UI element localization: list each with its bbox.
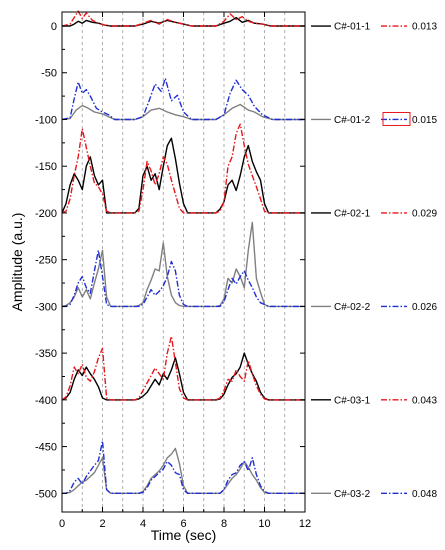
legend-label: C#-03-1 (334, 395, 371, 406)
legend-label: C#-03-2 (334, 489, 371, 500)
x-axis-title: Time (sec) (151, 527, 217, 543)
series-line-0-029 (61, 123, 305, 214)
legend-label: 0.048 (412, 489, 437, 500)
y-tick-label: -250 (35, 255, 57, 267)
x-tick-label: 12 (299, 518, 311, 530)
x-axis: 0 2 4 6 8 10 12 (59, 12, 311, 530)
legend-label: 0.013 (412, 22, 437, 33)
series-line-c-01-2 (61, 103, 305, 121)
y-tick-label: -350 (35, 348, 57, 360)
y-tick-label: -500 (35, 488, 57, 500)
series-line-c-03-2 (62, 447, 305, 494)
y-tick-label: -200 (35, 208, 57, 220)
y-axis-title: Amplitude (a.u.) (9, 213, 25, 312)
x-tick-label: 0 (59, 518, 65, 530)
x-tick-label: 8 (221, 518, 227, 530)
x-tick-label: 2 (99, 518, 105, 530)
x-tick-label: 6 (180, 518, 186, 530)
y-tick-label: -450 (35, 442, 57, 454)
y-tick-label: -50 (41, 68, 57, 80)
x-tick-label: 10 (258, 518, 270, 530)
legend-label: C#-01-2 (334, 115, 371, 126)
legend-label: 0.029 (412, 208, 437, 219)
legend-highlight-box (382, 111, 411, 126)
series-line-0-013 (61, 10, 305, 27)
legend-label: 0.015 (412, 115, 437, 126)
legend-label: C#-02-1 (334, 208, 371, 219)
legend: C#-01-1 0.013 C#-01-2 0.015 C#-02-1 0.029 C#-0… (311, 22, 437, 500)
y-tick-label: 0 (51, 21, 57, 33)
legend-label: C#-02-2 (334, 302, 371, 313)
plot-traces (61, 10, 305, 494)
legend-label: C#-01-1 (334, 22, 371, 33)
series-line-c-02-2 (61, 221, 305, 308)
y-axis: 0 -50 -100 -150 -200 -250 -300 -350 -400 -450 -500 (35, 21, 305, 500)
series-line-c-01-1 (62, 16, 305, 27)
y-tick-label: -150 (35, 161, 57, 173)
legend-label: 0.043 (412, 395, 437, 406)
vertical-guides (81, 12, 286, 512)
x-tick-label: 4 (140, 518, 146, 530)
series-line-0-015 (61, 77, 305, 121)
series-line-0-026 (62, 249, 305, 308)
series-line-0-043 (61, 335, 305, 401)
series-line-0-048 (62, 440, 305, 494)
y-tick-label: -300 (35, 301, 57, 313)
legend-label: 0.026 (412, 302, 437, 313)
y-tick-label: -100 (35, 114, 57, 126)
series-line-c-02-1 (61, 137, 305, 214)
y-tick-label: -400 (35, 395, 57, 407)
